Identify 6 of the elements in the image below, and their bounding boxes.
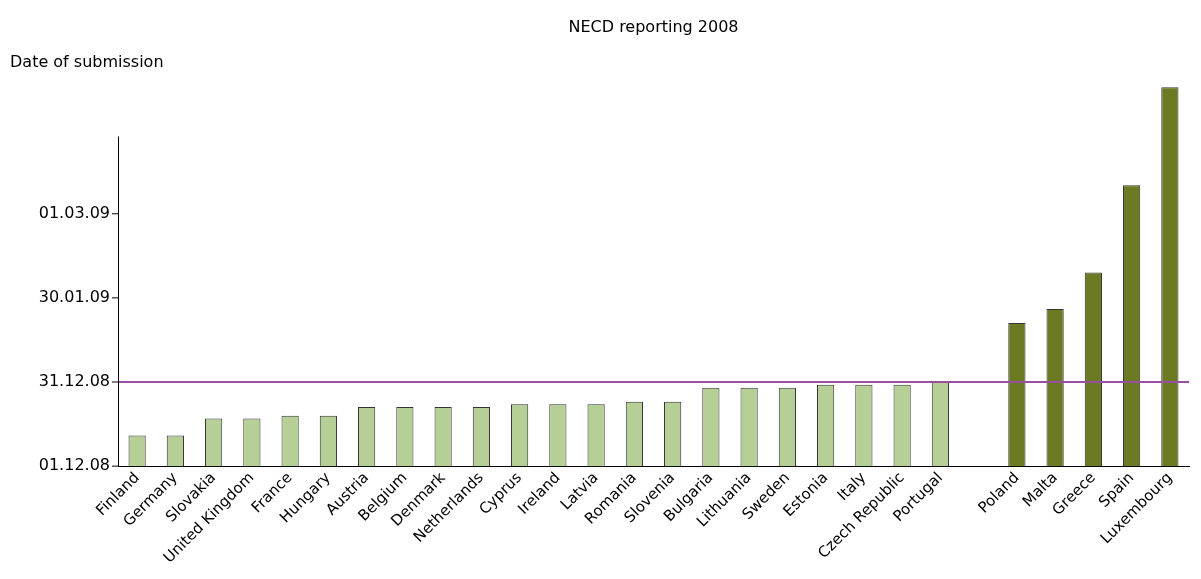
text: 31.12.08 bbox=[38, 371, 110, 391]
text: 01.12.08 bbox=[38, 455, 110, 475]
text: 01.03.09 bbox=[38, 202, 110, 222]
chart-title: NECD reporting 2008 bbox=[568, 16, 739, 36]
text: 30.01.09 bbox=[38, 287, 110, 307]
y-axis-title: Date of submission bbox=[10, 52, 164, 72]
